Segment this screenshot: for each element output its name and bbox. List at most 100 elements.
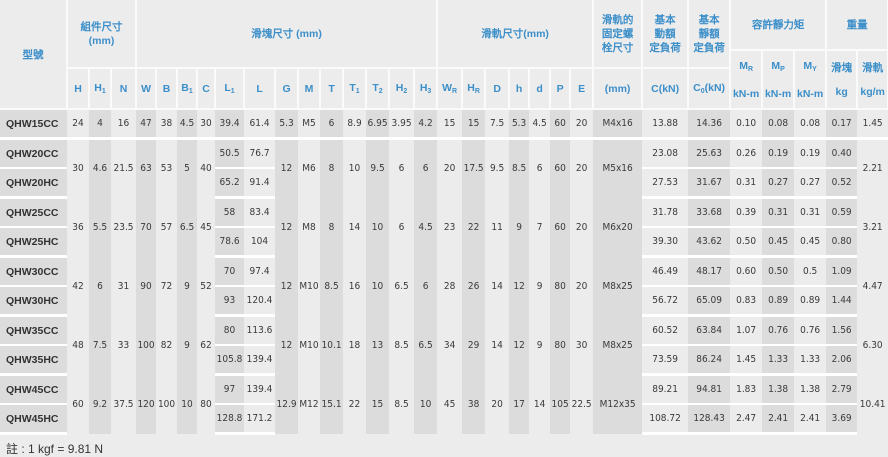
cell-kg: 3.69: [826, 404, 858, 435]
header-weight-rail: 滑軌 kg/m: [857, 50, 888, 110]
cell-h: 24: [67, 109, 89, 140]
cell-b: 72: [160, 280, 173, 292]
cell-kg: 1.09: [826, 256, 858, 287]
cell-t: 6: [320, 109, 344, 140]
cell-b1: 9: [177, 315, 198, 375]
cell-c: 56.72: [642, 286, 689, 317]
cell-kgm: 6.30: [862, 339, 883, 351]
cell-d: 14: [491, 280, 503, 292]
cell-l: 76.7: [244, 138, 276, 169]
model-name: QHW20CC: [0, 138, 67, 169]
cell-w: 100: [136, 315, 157, 375]
cell-w: 70: [136, 197, 157, 257]
column-symbol: C: [202, 82, 210, 95]
cell-l: 139.4: [244, 374, 276, 405]
cell-n: 37.5: [113, 398, 134, 410]
cell-h3: 6.5: [414, 315, 438, 375]
cell-kgm: 4.47: [862, 280, 883, 292]
cell-h3: 4.5: [414, 197, 438, 257]
cell-h: 30: [72, 163, 84, 175]
header-static-load: 基本 靜額 定負荷: [688, 0, 732, 69]
cell-d: 20: [491, 398, 503, 410]
table-row: QHW25CC 36 5.5 23.5 70 57 6.5 45 58 83.4 12 M8 8 14 10…: [0, 197, 888, 257]
cell-bolt: M12x35: [593, 374, 643, 434]
cell-c: 46.49: [642, 256, 689, 287]
header-rail-dimensions: 滑軌尺寸(mm): [437, 0, 595, 69]
column-header: D: [485, 68, 511, 110]
cell-t: 10.1: [320, 315, 344, 375]
cell-h1: 4: [89, 109, 111, 140]
cell-p: 80: [550, 315, 571, 375]
cell-t2: 13: [366, 315, 390, 375]
cell-mr: 0.60: [730, 256, 763, 287]
column-subscript: 2: [378, 88, 383, 95]
column-header: T: [320, 68, 345, 110]
cell-kgm: 3.21: [862, 221, 883, 233]
table-row: QHW45CC 60 9.2 37.5 120 100 10 80 97 139.4 12.9 M12…: [0, 374, 888, 434]
cell-bolt: M6x20: [593, 197, 643, 257]
model-name: QHW35CC: [0, 315, 67, 346]
column-header: N: [111, 68, 138, 110]
cell-h3: 10: [414, 374, 438, 434]
cell-t1: 8.9: [343, 109, 367, 140]
cell-mr: 0.50: [730, 227, 763, 258]
cell-p: 80: [550, 256, 571, 316]
cell-e: 30: [575, 339, 588, 351]
cell-my: 0.19: [794, 138, 827, 169]
cell-kg: 0.52: [826, 168, 858, 199]
cell-h: 17: [509, 374, 530, 434]
column-header: (mm): [593, 68, 644, 110]
column-header: C(kN): [642, 68, 690, 110]
table-row: QHW15CC 24 4 16 47 38 4.5 30 39.4 61.4 5.3 M5 6 8.9 6.…: [0, 109, 888, 140]
header-static-moment: 容許靜力矩: [730, 0, 828, 51]
cell-mr: 2.47: [730, 404, 763, 435]
moment-unit: kN-m: [732, 87, 760, 100]
cell-b1: 5: [177, 138, 198, 198]
cell-wr: 15: [437, 109, 463, 140]
column-header: HR: [462, 68, 487, 110]
cell-h: 42: [72, 280, 84, 292]
cell-bolt: M8x25: [593, 315, 643, 375]
cell-h2: 8.5: [394, 339, 409, 351]
cell-p: 60: [550, 197, 571, 257]
cell-l1: 97: [215, 374, 245, 405]
cell-l: 104: [244, 227, 276, 258]
cell-h: 12: [509, 315, 530, 375]
cell-l1: 70: [215, 256, 245, 287]
column-header: M: [298, 68, 322, 110]
cell-wr: 28: [443, 280, 456, 292]
cell-my: 0.5: [794, 256, 827, 287]
cell-hr: 22: [462, 197, 486, 257]
cell-b: 100: [157, 398, 176, 410]
cell-w: 90: [136, 256, 157, 316]
cell-l1: 105.8: [215, 345, 245, 376]
cell-h2: 6: [398, 163, 405, 175]
cell-wr: 23: [443, 221, 456, 233]
cell-g: 12: [275, 256, 299, 316]
column-header: H: [67, 68, 90, 110]
cell-my: 1.38: [794, 374, 827, 405]
cell-h: 36: [72, 221, 84, 233]
cell-c0: 14.36: [688, 109, 731, 140]
cell-mr: 1.83: [730, 374, 763, 405]
column-header: d: [529, 68, 552, 110]
cell-kg: 0.40: [826, 138, 858, 169]
column-symbol: H: [419, 82, 428, 94]
column-symbol: G: [282, 82, 291, 95]
cell-mr: 0.31: [730, 168, 763, 199]
header-block-dimensions: 滑塊尺寸 (mm): [136, 0, 439, 69]
cell-hr: 17.5: [462, 138, 486, 198]
cell-d: 14: [533, 398, 546, 410]
column-header: L: [244, 68, 277, 110]
cell-d: 7: [536, 221, 543, 233]
cell-kgm: 2.21: [862, 163, 883, 175]
cell-c0: 86.24: [688, 345, 731, 376]
column-symbol: H: [395, 82, 404, 94]
column-symbol: N: [119, 82, 128, 95]
cell-m: M12: [299, 398, 319, 410]
cell-cc: 40: [200, 163, 212, 175]
moment-label: M: [771, 59, 781, 72]
cell-n: 16: [111, 109, 137, 140]
cell-h1: 6: [89, 256, 111, 316]
cell-n: 33: [117, 339, 130, 351]
